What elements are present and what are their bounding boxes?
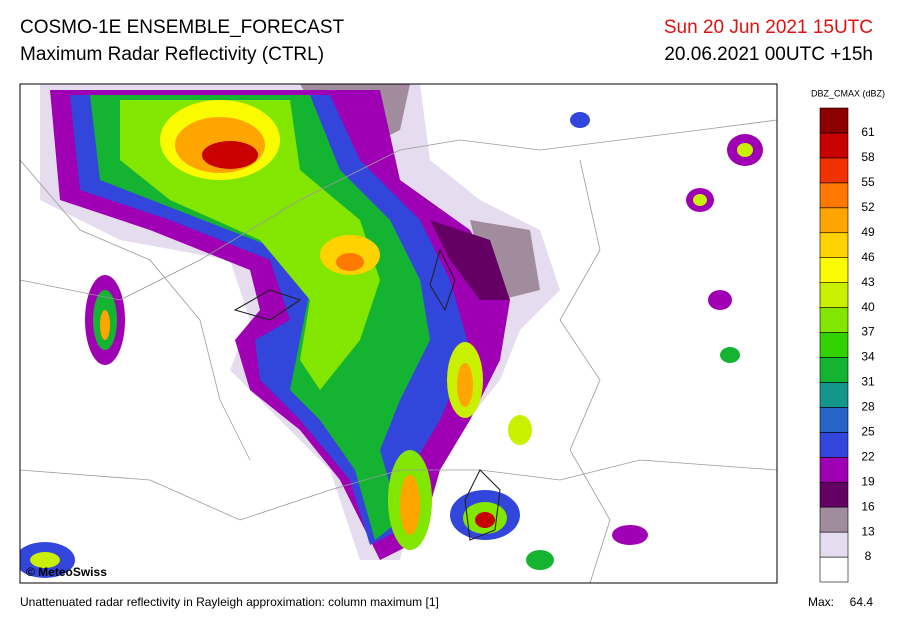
colorbar-label: 8 (865, 549, 872, 563)
colorbar-label: 49 (861, 225, 875, 239)
colorbar-swatch (819, 257, 849, 283)
colorbar-label: 43 (861, 275, 875, 289)
colorbar-swatch (819, 357, 849, 383)
colorbar-label: 16 (861, 499, 875, 513)
colorbar-label: 22 (861, 449, 875, 463)
colorbar-swatch (819, 531, 849, 558)
colorbar: DBZ_CMAX (dBZ) 8 13 16 19 22 25 28 31 34 37 40 43 46… (811, 88, 885, 583)
colorbar-swatch (819, 556, 849, 583)
colorbar-label: 55 (861, 175, 875, 189)
colorbar-swatch (819, 506, 849, 533)
max-value: 64.4 (850, 595, 874, 609)
colorbar-swatch (819, 182, 849, 209)
colorbar-swatch (819, 332, 849, 358)
colorbar-swatch (819, 157, 849, 184)
title: COSMO-1E ENSEMBLE_FORECAST (20, 17, 345, 38)
colorbar-swatch (819, 481, 849, 508)
colorbar-label: 31 (861, 375, 875, 389)
colorbar-swatch (819, 282, 849, 308)
colorbar-label: 58 (861, 150, 875, 164)
colorbar-label: 28 (861, 400, 875, 414)
colorbar-label: 34 (861, 350, 875, 364)
run-time: 20.06.2021 00UTC +15h (664, 44, 873, 65)
valid-time: Sun 20 Jun 2021 15UTC (664, 17, 873, 38)
colorbar-swatch (819, 232, 849, 258)
colorbar-swatch (819, 432, 849, 458)
max-label: Max: (808, 595, 834, 609)
colorbar-swatch (819, 382, 849, 408)
colorbar-swatch (819, 407, 849, 433)
footer-note: Unattenuated radar reflectivity in Rayle… (20, 595, 439, 609)
colorbar-label: 37 (861, 325, 875, 339)
colorbar-label: 19 (861, 474, 875, 488)
colorbar-label: 40 (861, 300, 875, 314)
colorbar-swatch (819, 107, 849, 134)
colorbar-swatch (819, 307, 849, 333)
copyright: © MeteoSwiss (26, 565, 107, 579)
colorbar-swatch (819, 132, 849, 159)
colorbar-label: 52 (861, 200, 875, 214)
colorbar-label: 61 (861, 125, 875, 139)
colorbar-label: 25 (861, 424, 875, 438)
colorbar-swatch (819, 456, 849, 483)
colorbar-swatch (819, 207, 849, 234)
colorbar-title: DBZ_CMAX (dBZ) (811, 88, 885, 98)
subtitle: Maximum Radar Reflectivity (CTRL) (20, 44, 324, 65)
map: © MeteoSwiss (19, 83, 778, 584)
colorbar-label: 13 (861, 524, 875, 538)
colorbar-label: 46 (861, 250, 875, 264)
